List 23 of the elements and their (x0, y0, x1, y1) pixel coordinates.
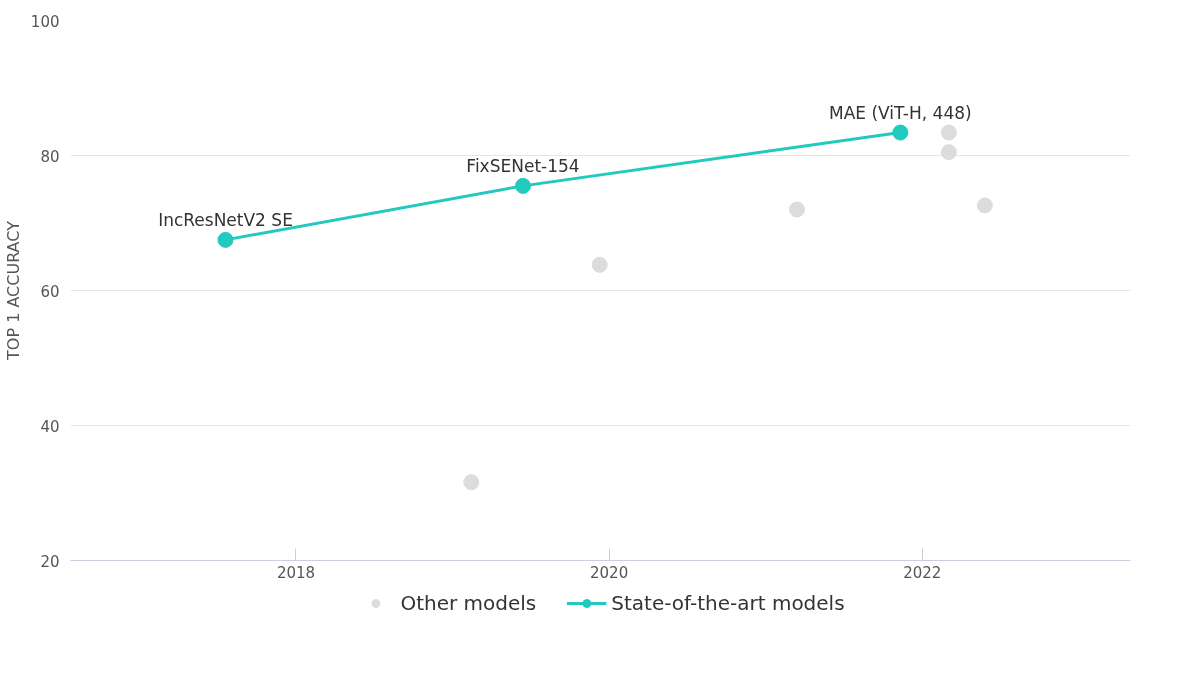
point (463, 474, 480, 491)
annotation: MAE (ViT-H, 448) (829, 102, 972, 123)
point (515, 177, 531, 194)
annotation: FixSENet-154 (466, 155, 580, 176)
y-axis-title: TOP 1 ACCURACY (3, 220, 23, 361)
legend-label: State-of-the-art models (611, 590, 845, 615)
point (789, 201, 805, 218)
x-tick-label: 2022 (903, 563, 942, 582)
point (940, 144, 957, 161)
y-tick-label: 100 (30, 12, 60, 31)
y-tick-label: 40 (40, 417, 60, 436)
point (591, 256, 608, 273)
y-tick-label: 60 (40, 282, 60, 301)
legend-label: Other models (400, 590, 537, 615)
x-tick-label: 2018 (276, 563, 316, 582)
y-tick-label: 20 (40, 552, 60, 571)
point (976, 197, 993, 214)
annotation: IncResNetV2 SE (158, 209, 293, 230)
x-tick-label: 2020 (590, 563, 629, 582)
y-tick-label: 80 (40, 147, 60, 166)
point (940, 124, 957, 141)
point (892, 124, 909, 141)
point (217, 231, 234, 248)
